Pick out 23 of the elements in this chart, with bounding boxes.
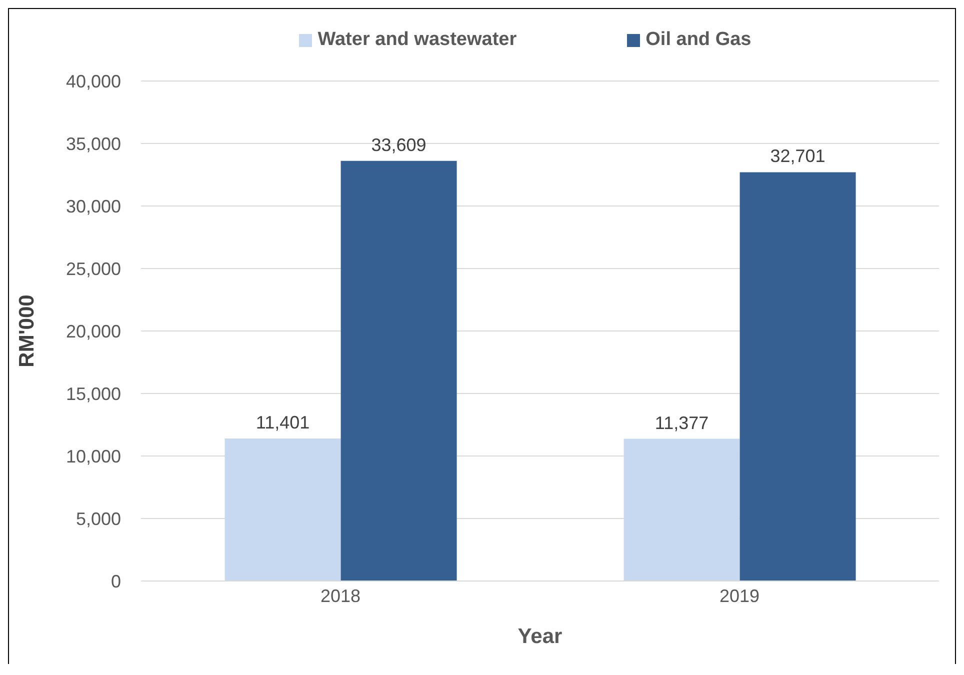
y-tick-label: 35,000 <box>66 134 121 154</box>
y-tick-label: 10,000 <box>66 446 121 466</box>
y-tick-label: 30,000 <box>66 196 121 216</box>
bar <box>224 438 341 581</box>
x-tick-label: 2018 <box>320 586 361 606</box>
legend-label: Oil and Gas <box>646 29 752 51</box>
bar <box>624 438 740 581</box>
data-label: 32,701 <box>770 146 826 166</box>
data-label: 11,377 <box>654 412 709 433</box>
y-axis-title: RM'000 <box>15 294 38 368</box>
y-tick-label: 15,000 <box>66 384 121 404</box>
y-tick-label: 0 <box>110 571 121 592</box>
bar <box>740 172 856 581</box>
y-tick-label: 20,000 <box>66 321 121 342</box>
x-axis-title: Year <box>518 625 562 648</box>
y-tick-label: 40,000 <box>66 71 121 92</box>
data-label: 33,609 <box>371 134 426 155</box>
y-tick-label: 5,000 <box>76 508 121 529</box>
y-tick-label: 25,000 <box>66 258 121 279</box>
x-tick-label: 2019 <box>719 586 760 606</box>
legend-label: Water and wastewater <box>318 29 517 51</box>
data-label: 11,401 <box>256 412 310 432</box>
bar <box>340 160 457 581</box>
